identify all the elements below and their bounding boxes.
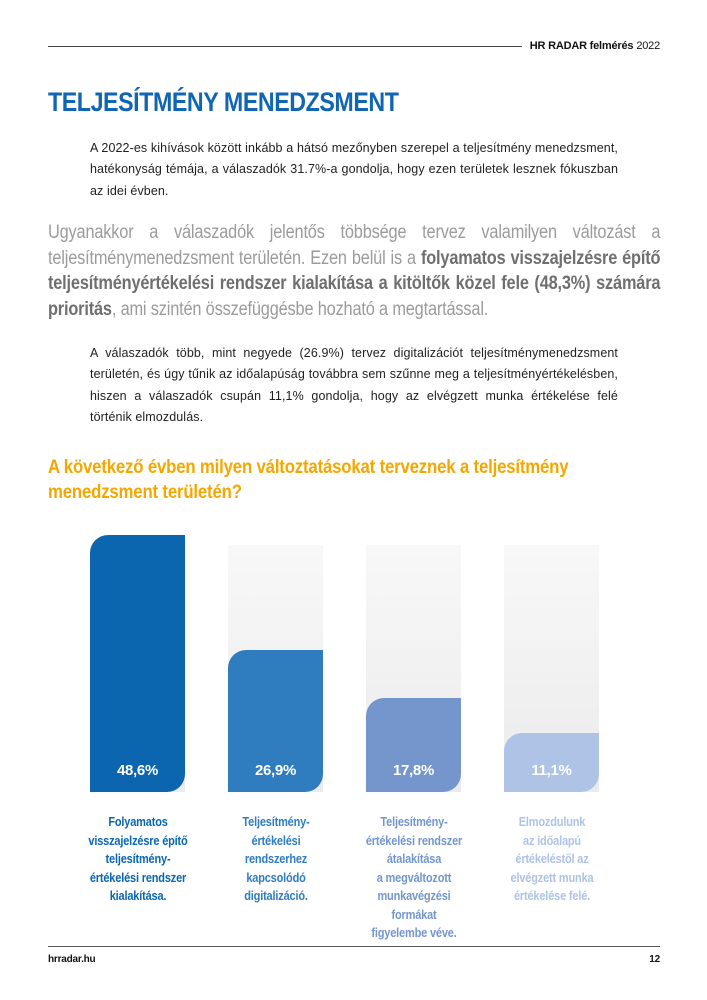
footer-page-number: 12 xyxy=(649,954,660,965)
header-brand: HR RADAR felmérés xyxy=(529,40,634,52)
footer-site: hrradar.hu xyxy=(48,954,96,965)
bar-caption: Teljesítmény- értékelési rendszerhez kap… xyxy=(241,815,310,904)
bar-column: 26,9% Teljesítmény- értékelési rendszerhe… xyxy=(228,535,323,943)
lead-light-1: Ugyanakkor a válaszadók jelentős többség… xyxy=(48,222,661,269)
header-year: 2022 xyxy=(636,40,660,52)
chart-question-heading: A következő évben milyen változtatásokat… xyxy=(48,455,569,504)
header-label: HR RADAR felmérés 2022 xyxy=(530,40,660,52)
bar-column: 11,1% Elmozdulunk az időalapú értékeléstő… xyxy=(504,535,599,943)
lead-light-2: , ami szintén összefüggésbe hozható a me… xyxy=(111,299,489,321)
bar-value-label: 17,8% xyxy=(392,762,435,780)
bar: 11,1% xyxy=(504,535,599,793)
bar-column: 48,6% Folyamatos visszajelzésre építő tel… xyxy=(88,535,187,943)
lead-bold: folyamatos visszajelzésre építő teljesít… xyxy=(48,247,661,321)
bar-caption: Folyamatos visszajelzésre építő teljesít… xyxy=(87,815,188,904)
bar: 48,6% xyxy=(90,535,185,793)
bar-fill: 11,1% xyxy=(504,733,599,793)
bar-fill: 26,9% xyxy=(228,650,323,793)
bar-caption: Teljesítmény- értékelési rendszer átalak… xyxy=(365,815,462,941)
bar: 26,9% xyxy=(228,535,323,793)
lead-paragraph: Ugyanakkor a válaszadók jelentős többség… xyxy=(48,220,660,323)
bar-caption: Elmozdulunk az időalapú értékeléstől az … xyxy=(510,815,593,904)
bar-chart: 48,6% Folyamatos visszajelzésre építő tel… xyxy=(88,535,707,943)
page-footer: hrradar.hu 12 xyxy=(48,946,660,965)
bar-value-label: 26,9% xyxy=(254,762,297,780)
detail-paragraph: A válaszadók több, mint negyede (26.9%) … xyxy=(90,345,618,425)
page-title: TELJESÍTMÉNY MENEDZSMENT xyxy=(48,87,399,117)
bar-value-label: 11,1% xyxy=(531,762,572,780)
bar-column: 17,8% Teljesítmény- értékelési rendszer á… xyxy=(365,535,462,943)
bar-fill: 48,6% xyxy=(90,535,185,793)
page-header: HR RADAR felmérés 2022 xyxy=(48,40,660,52)
bar-value-label: 48,6% xyxy=(116,762,159,780)
header-rule xyxy=(48,45,522,47)
bar: 17,8% xyxy=(366,535,461,793)
intro-paragraph: A 2022-es kihívások között inkább a háts… xyxy=(90,140,618,198)
bar-fill: 17,8% xyxy=(366,698,461,793)
